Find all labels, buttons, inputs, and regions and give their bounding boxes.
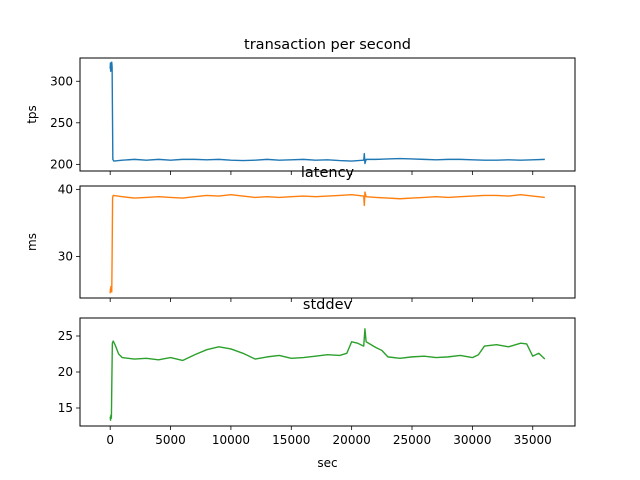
panel-2: 30 40 latency ms: [25, 165, 576, 302]
x-tick-label: 20000: [333, 433, 371, 447]
chart-title: stddev: [303, 297, 353, 313]
x-tick-label: 5000: [155, 433, 186, 447]
y-tick-label: 250: [50, 116, 73, 130]
axes-frame: [79, 317, 576, 427]
y-axis-label: ms: [25, 233, 39, 251]
y-axis-label: tps: [25, 105, 39, 124]
x-tick-label: 10000: [212, 433, 250, 447]
y-tick-label: 40: [58, 182, 73, 196]
y-tick-label: 200: [50, 157, 73, 171]
y-tick-label: 25: [58, 329, 73, 343]
x-tick-label: 15000: [272, 433, 310, 447]
series-line-2-1: [109, 191, 545, 294]
x-tick-label: 30000: [453, 433, 491, 447]
panel-1: 200 250 300 transaction per second tps: [25, 37, 576, 175]
x-axis-label: sec: [317, 456, 337, 470]
x-tick-label: 0: [106, 433, 114, 447]
x-tick-label: 25000: [393, 433, 431, 447]
y-tick-label: 30: [58, 249, 73, 263]
chart-title: transaction per second: [244, 37, 411, 53]
y-tick-label: 300: [50, 74, 73, 88]
y-tick-label: 20: [58, 365, 73, 379]
chart-title: latency: [301, 165, 355, 181]
axes-frame: [79, 185, 576, 299]
panel-3: 15 20 25 0 5000 10000 15000 20000 25000 30000 3500…: [58, 297, 576, 470]
series-line-3-1: [109, 328, 546, 421]
y-tick-label: 15: [58, 401, 73, 415]
series-line-1-1: [109, 61, 545, 165]
x-tick-label: 35000: [514, 433, 552, 447]
axes-frame: [79, 57, 576, 172]
